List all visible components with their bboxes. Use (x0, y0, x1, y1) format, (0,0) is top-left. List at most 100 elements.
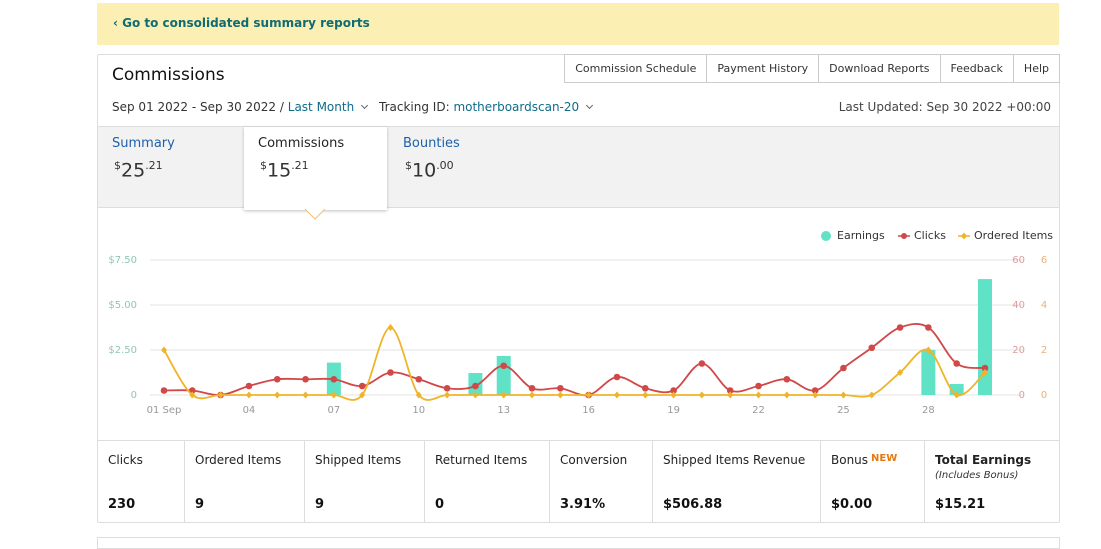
point (274, 391, 281, 399)
stat-label: Shipped Items (315, 453, 401, 467)
amount-cents: .21 (145, 159, 163, 172)
button[interactable]: Commission Schedule (564, 54, 708, 83)
caret (586, 101, 594, 110)
bar (949, 384, 964, 395)
tab[interactable]: Bounties $10.00 (389, 127, 532, 207)
stat-label: Ordered Items (195, 453, 281, 467)
amount-cents: .00 (436, 159, 454, 172)
y2-tick-label: 0 (1019, 390, 1025, 401)
point (698, 391, 705, 399)
point (670, 387, 677, 394)
stat-label: Bonus NEW (831, 453, 897, 467)
tab-amount: $15.21 (260, 159, 309, 181)
stat-value: $506.88 (663, 497, 723, 512)
tab[interactable]: Summary $25.21 (98, 127, 241, 207)
point (387, 369, 394, 376)
stat-label-text: Shipped Items Revenue (663, 453, 806, 467)
chart: 0 $2.50 $5.00 $7.50 0 20 40 60 0 2 4 6 01 Sep 04 07 10 1… (108, 208, 1053, 416)
tab[interactable]: Commissions $15.21 (244, 127, 387, 210)
stat: Returned Items 0 (424, 441, 549, 523)
currency: $ (260, 159, 267, 172)
consolidated-link[interactable]: ‹ Go to consolidated summary reports (113, 16, 370, 30)
stat-label-text: Conversion (560, 453, 628, 467)
button[interactable]: Help (1013, 54, 1060, 83)
point (698, 360, 706, 367)
legend-label: Earnings (837, 229, 885, 242)
tab-bar: Summary $25.21 Commissions $15.21 Bounties $1… (98, 126, 1059, 210)
point (642, 391, 649, 399)
stat-label: Conversion (560, 453, 627, 467)
point (840, 391, 847, 399)
point (415, 375, 423, 383)
bar (496, 355, 511, 395)
date-range: Sep 01 2022 - Sep 30 2022 / (112, 100, 284, 114)
button[interactable]: Download Reports (819, 54, 941, 83)
currency: $ (405, 159, 412, 172)
point (812, 391, 819, 399)
stat-label: Total Earnings (Includes Bonus) (935, 453, 1031, 481)
point (273, 375, 281, 383)
stat-label-text: Total Earnings (935, 453, 1032, 467)
point (472, 391, 479, 399)
bar (921, 350, 936, 395)
y3-tick-label: 2 (1041, 345, 1047, 356)
point (330, 391, 337, 399)
point (245, 382, 253, 390)
stat-label: Clicks (108, 453, 143, 467)
point (160, 387, 168, 394)
x-tick-label: 28 (922, 405, 935, 416)
point (783, 375, 791, 383)
y-tick-label: $7.50 (108, 255, 137, 266)
y3-tick-label: 6 (1041, 255, 1047, 266)
point (415, 391, 422, 399)
stat-value: 9 (315, 497, 325, 512)
point (727, 391, 734, 399)
stat-label: Shipped Items Revenue (663, 453, 805, 467)
y-tick-label: 0 (131, 390, 137, 401)
point (557, 391, 564, 399)
point (302, 391, 309, 399)
point (755, 382, 762, 390)
tracking-dropdown[interactable]: motherboardscan-20 (453, 100, 580, 114)
stat-label-text: Clicks (108, 453, 143, 467)
y-tick-label: $5.00 (108, 300, 137, 311)
line (163, 323, 986, 397)
line (163, 326, 986, 401)
point (500, 391, 507, 399)
stat: Shipped Items 9 (304, 441, 424, 523)
button[interactable]: Payment History (707, 54, 820, 83)
point (953, 391, 960, 399)
x-tick-label: 04 (243, 405, 256, 416)
y-tick-label: $2.50 (108, 345, 137, 356)
point (585, 391, 592, 399)
point (557, 384, 564, 392)
point (840, 364, 847, 372)
y2-tick-label: 60 (1012, 255, 1025, 266)
x-tick-label: 22 (752, 405, 765, 416)
legend-swatch (901, 233, 907, 239)
stat: Bonus NEW $0.00 (820, 441, 924, 523)
stats-row: Clicks 230 Ordered Items 9 Shipped Items 9 Ret… (98, 440, 1059, 523)
legend-swatch (821, 231, 831, 241)
stat: Conversion 3.91% (549, 441, 652, 523)
point (189, 387, 196, 394)
filters: Sep 01 2022 - Sep 30 2022 / Last Month T… (112, 100, 600, 114)
new-badge: NEW (871, 453, 898, 464)
card-title: Commissions (112, 65, 225, 85)
banner: ‹ Go to consolidated summary reports (97, 3, 1059, 45)
stat-value: $15.21 (935, 497, 986, 512)
stat-value: 230 (108, 497, 136, 512)
point (783, 391, 790, 399)
legend-label: Clicks (914, 229, 946, 242)
period-dropdown[interactable]: Last Month (287, 100, 355, 114)
point (189, 391, 196, 399)
tab-pointer (304, 208, 326, 220)
button[interactable]: Feedback (940, 54, 1014, 83)
stat-label-text: Bonus (831, 453, 869, 467)
point (444, 391, 451, 399)
amount-whole: 25 (121, 159, 146, 182)
x-tick-label: 16 (582, 405, 595, 416)
stat-note: (Includes Bonus) (935, 470, 1019, 481)
point (897, 369, 904, 376)
